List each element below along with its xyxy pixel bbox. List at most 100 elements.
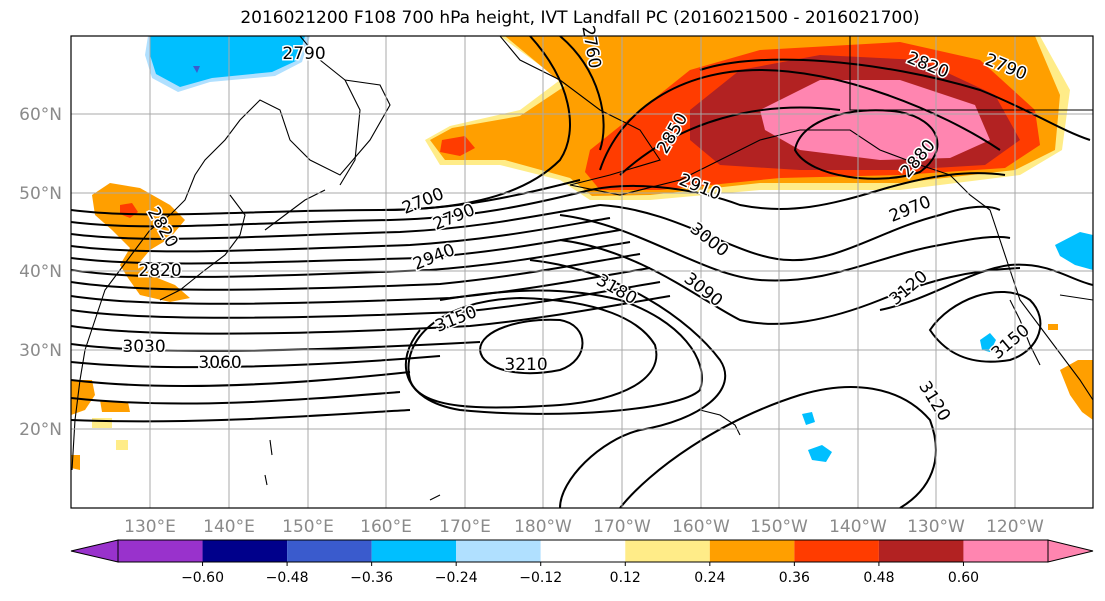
contour-3090 — [559, 239, 1021, 325]
lat-label: 60°N — [19, 105, 62, 125]
baja-negative-blue — [980, 333, 996, 352]
height-contours — [71, 36, 1093, 508]
lat-label: 40°N — [19, 262, 62, 282]
contour-band-7 — [71, 253, 641, 291]
colorbar-tick-label: −0.12 — [519, 570, 562, 586]
colorbar-tick-label: 0.12 — [610, 570, 641, 586]
colorbar-segment — [540, 540, 626, 562]
colorbar-segment — [202, 540, 288, 562]
border-canada — [849, 36, 1093, 111]
colorbar-segment — [118, 540, 203, 562]
lon-label: 150°W — [750, 517, 808, 537]
contour-3120-south — [619, 386, 937, 508]
colorbar-segment — [625, 540, 710, 562]
colorbar-segment — [878, 540, 964, 562]
svg-text:3210: 3210 — [504, 355, 547, 375]
contour-2760 — [559, 36, 605, 151]
contour-label: 3210 — [503, 354, 549, 377]
colorbar-tick-label: 0.48 — [863, 570, 894, 586]
contour-3120-right — [879, 263, 1093, 311]
contour-2970 — [599, 204, 1001, 262]
lon-label: 160°E — [360, 517, 412, 537]
contour-3120-east — [529, 259, 727, 508]
contour-2820-alaska — [699, 58, 1091, 141]
longitude-labels: 130°E 140°E 150°E 160°E 170°E 180°W 170°W 160°W… — [124, 517, 1044, 537]
colorbar-extend-low — [70, 539, 119, 563]
colorbar-tick-label: 0.60 — [948, 570, 979, 586]
colorbar-segment — [287, 540, 372, 562]
contour-band-5 — [71, 229, 621, 265]
sw-anomaly-small2 — [92, 418, 112, 428]
contour-2850 — [599, 68, 1001, 171]
contour-band-8 — [71, 267, 651, 305]
contour-2880 — [619, 106, 841, 176]
colorbar-segment — [371, 540, 457, 562]
contour-3150-west — [404, 289, 703, 415]
hawaii-negative-blue-1 — [802, 412, 815, 425]
lon-label: 170°W — [593, 517, 651, 537]
colorbar-tick-label: −0.24 — [435, 570, 478, 586]
lat-label: 50°N — [19, 184, 62, 204]
lon-label: 180°W — [514, 517, 572, 537]
contour-2910 — [589, 172, 1006, 210]
map-title: 2016021200 F108 700 hPa height, IVT Land… — [240, 8, 920, 28]
svg-text:2790: 2790 — [282, 44, 325, 64]
colorbar-extend-high — [1047, 539, 1094, 563]
lon-label: 140°E — [203, 517, 255, 537]
svg-text:3060: 3060 — [198, 353, 241, 373]
contour-3150-east — [928, 291, 1042, 363]
hawaii-negative-blue-2 — [808, 445, 832, 462]
colorbar-tick-label: 0.24 — [694, 570, 725, 586]
contour-3210 — [478, 318, 584, 374]
colorbar-segment — [963, 540, 1048, 562]
lon-label: 160°W — [672, 517, 730, 537]
colorbar-tick-label: −0.60 — [181, 570, 224, 586]
colorbar-tick-label: −0.36 — [350, 570, 393, 586]
colorbar: −0.60 −0.48 −0.36 −0.24 −0.12 0.12 0.24 0.36 0.4… — [70, 539, 1094, 586]
contour-band-2 — [71, 189, 591, 228]
contour-band-12 — [71, 355, 441, 369]
border-us-mex — [1059, 294, 1093, 301]
contour-band-1 — [71, 179, 581, 216]
colorbar-segment — [794, 540, 879, 562]
colorbar-tick-label: −0.48 — [266, 570, 309, 586]
svg-text:3030: 3030 — [122, 337, 165, 357]
latitude-labels: 60°N 50°N 40°N 30°N 20°N — [19, 105, 62, 440]
lon-label: 150°E — [282, 517, 334, 537]
contour-band-9 — [71, 281, 661, 319]
mexico-anomaly-small — [1048, 324, 1058, 330]
siberia-negative-blue — [150, 36, 305, 87]
contour-label: 3060 — [197, 352, 243, 375]
lon-label: 120°W — [986, 517, 1044, 537]
contour-band-4 — [71, 217, 611, 253]
siberia-negative-dot — [193, 66, 200, 73]
contour-label: 2820 — [137, 260, 183, 283]
lon-label: 130°E — [124, 517, 176, 537]
svg-text:2820: 2820 — [138, 261, 181, 281]
lon-label: 170°E — [439, 517, 491, 537]
contour-band-15 — [71, 409, 411, 423]
svg-text:3030: 3030 — [122, 337, 165, 357]
sw-anomaly-small4 — [116, 440, 128, 450]
asia-coast — [71, 36, 391, 471]
mexico-anomaly-orange — [1060, 360, 1093, 420]
na-west-coast — [989, 209, 1093, 401]
lon-label: 140°W — [829, 517, 887, 537]
lon-label: 130°W — [907, 517, 965, 537]
contour-low-ring — [793, 109, 939, 180]
contour-band-3 — [71, 204, 601, 240]
contour-band-10 — [71, 295, 671, 335]
alaska-coast — [499, 36, 991, 211]
contour-label: 2790 — [281, 43, 327, 66]
usa-negative-blue — [1055, 232, 1093, 270]
colorbar-segment — [456, 540, 541, 562]
contour-band-13 — [71, 371, 411, 387]
contour-3000 — [559, 214, 1011, 282]
orange-small-west — [440, 136, 475, 156]
map-frame — [70, 35, 1094, 509]
gridlines — [71, 36, 1093, 508]
hawaiian-chain — [699, 409, 741, 436]
colorbar-segment — [709, 540, 795, 562]
contour-band-14 — [71, 391, 401, 405]
